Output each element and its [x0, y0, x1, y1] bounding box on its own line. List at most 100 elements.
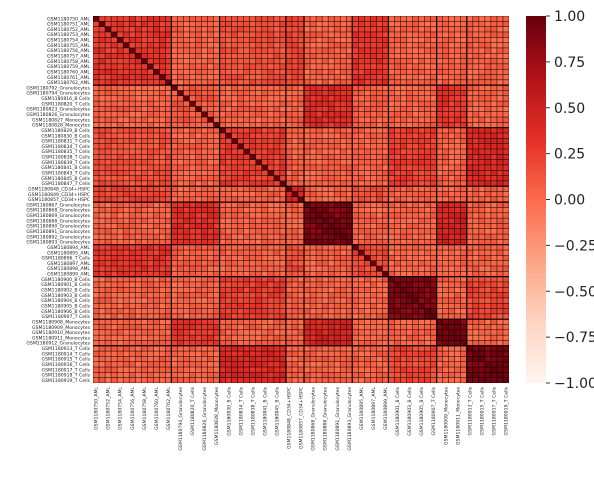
- heatmap-cell: [418, 287, 425, 293]
- heatmap-cell: [479, 276, 485, 282]
- heatmap-cell: [129, 271, 135, 277]
- heatmap-cell: [376, 101, 383, 107]
- y-tick-label: GSM1180919_T Cells: [42, 378, 91, 384]
- heatmap-cell: [346, 165, 352, 170]
- heatmap-cell: [250, 170, 256, 176]
- heatmap-cell: [424, 37, 431, 43]
- heatmap-cell: [412, 292, 419, 298]
- heatmap-cell: [364, 138, 371, 144]
- heatmap-cell: [442, 308, 449, 314]
- heatmap-cell: [346, 377, 352, 383]
- heatmap-cell: [165, 170, 172, 176]
- heatmap-cell: [268, 96, 274, 101]
- heatmap-cell: [129, 159, 135, 165]
- heatmap-cell: [135, 96, 141, 101]
- heatmap-cell: [467, 223, 473, 229]
- heatmap-cell: [129, 85, 135, 91]
- heatmap-cell: [219, 260, 226, 266]
- heatmap-cell: [268, 213, 274, 218]
- heatmap-cell: [424, 207, 431, 213]
- heatmap-cell: [237, 223, 244, 229]
- heatmap-cell: [153, 361, 160, 367]
- heatmap-cell: [382, 154, 389, 160]
- heatmap-cell: [442, 80, 449, 85]
- heatmap-cell: [111, 351, 117, 357]
- heatmap-cell: [304, 133, 310, 139]
- heatmap-cell: [99, 319, 105, 325]
- heatmap-cell: [418, 372, 425, 378]
- y-tick-label: GSM1180820_T Cells: [42, 101, 91, 107]
- heatmap-cell: [334, 159, 340, 165]
- heatmap-cell: [503, 271, 509, 277]
- heatmap-cell: [304, 191, 310, 197]
- heatmap-cell: [316, 32, 322, 38]
- heatmap-cell: [213, 21, 220, 27]
- heatmap-cell: [364, 271, 371, 277]
- heatmap-cell: [141, 32, 148, 38]
- heatmap-cell: [225, 122, 232, 128]
- heatmap-cell: [406, 127, 413, 133]
- y-tick-label: GSM1180835_T Cells: [42, 149, 91, 155]
- heatmap-cell: [256, 223, 262, 229]
- heatmap-cell: [268, 26, 274, 32]
- heatmap-cell: [352, 58, 359, 64]
- heatmap-cell: [231, 32, 238, 38]
- heatmap-cell: [382, 37, 389, 43]
- heatmap-cell: [292, 234, 298, 240]
- heatmap-cell: [262, 159, 268, 165]
- heatmap-cell: [268, 191, 274, 197]
- heatmap-cell: [298, 58, 304, 64]
- heatmap-cell: [268, 282, 274, 288]
- heatmap-cell: [99, 335, 105, 341]
- heatmap-cell: [171, 154, 178, 160]
- heatmap-cell: [141, 69, 148, 75]
- heatmap-cell: [418, 218, 425, 224]
- heatmap-cell: [394, 346, 401, 351]
- heatmap-cell: [412, 356, 419, 362]
- heatmap-cell: [430, 298, 437, 303]
- heatmap-cell: [219, 330, 226, 335]
- heatmap-cell: [93, 213, 99, 218]
- heatmap-cell: [117, 85, 123, 91]
- heatmap-cell: [412, 202, 419, 208]
- heatmap-cell: [231, 48, 238, 53]
- heatmap-cell: [207, 21, 214, 27]
- heatmap-cell: [268, 372, 274, 378]
- heatmap-cell: [159, 21, 166, 27]
- heatmap-cell: [153, 181, 160, 186]
- heatmap-cell: [99, 96, 105, 101]
- heatmap-cell: [388, 303, 395, 309]
- heatmap-cell: [268, 202, 274, 208]
- heatmap-cell: [213, 69, 220, 75]
- heatmap-cell: [177, 356, 184, 362]
- heatmap-cell: [111, 149, 117, 155]
- heatmap-cell: [280, 117, 286, 123]
- heatmap-cell: [153, 42, 160, 48]
- heatmap-cell: [274, 159, 280, 165]
- heatmap-cell: [394, 170, 401, 176]
- heatmap-cell: [292, 356, 298, 362]
- heatmap-cell: [388, 314, 395, 319]
- heatmap-cell: [213, 143, 220, 149]
- heatmap-cell: [334, 298, 340, 303]
- heatmap-cell: [467, 271, 473, 277]
- heatmap-cell: [286, 96, 292, 101]
- heatmap-cell: [454, 377, 461, 383]
- heatmap-cell: [274, 69, 280, 75]
- heatmap-cell: [352, 101, 359, 107]
- heatmap-cell: [310, 111, 316, 117]
- heatmap-cell: [340, 266, 346, 272]
- heatmap-cell: [454, 48, 461, 53]
- heatmap-cell: [237, 42, 244, 48]
- heatmap-cell: [370, 324, 377, 330]
- heatmap-cell: [159, 377, 166, 383]
- heatmap-cell: [99, 16, 105, 22]
- heatmap-cell: [256, 244, 262, 250]
- heatmap-cell: [268, 218, 274, 224]
- heatmap-cell: [479, 143, 485, 149]
- heatmap-cell: [467, 53, 473, 59]
- heatmap-cell: [394, 175, 401, 181]
- heatmap-cell: [491, 330, 497, 335]
- heatmap-cell: [268, 292, 274, 298]
- heatmap-cell: [479, 138, 485, 144]
